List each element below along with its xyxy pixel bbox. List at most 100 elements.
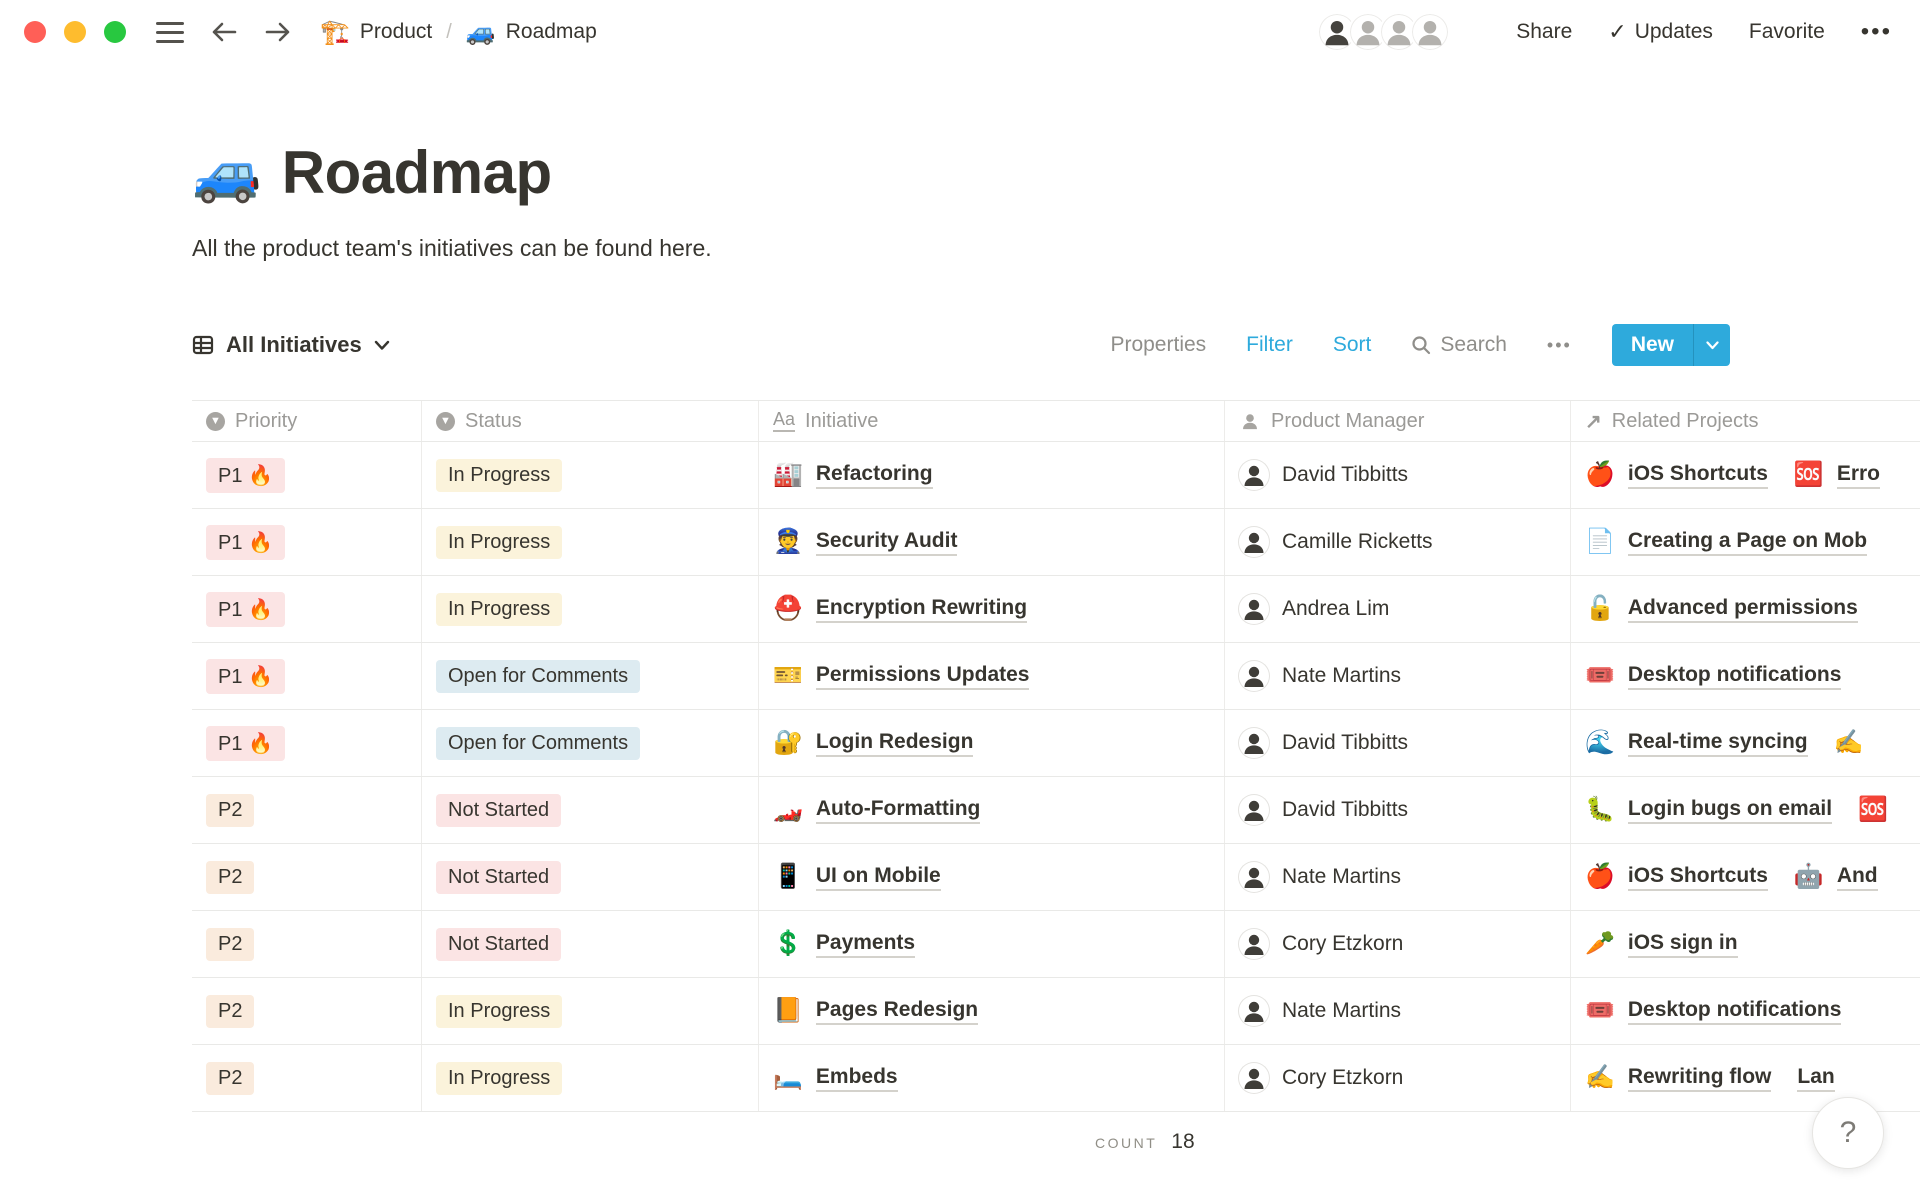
product-manager-cell[interactable]: Andrea Lim xyxy=(1225,576,1571,642)
status-cell[interactable]: Not Started xyxy=(422,911,759,977)
zoom-window-button[interactable] xyxy=(104,21,126,43)
related-project-link[interactable]: 🔓 Advanced permissions xyxy=(1585,596,1858,623)
related-projects-cell[interactable]: ✍️ Rewriting flow Lan xyxy=(1571,1045,1920,1111)
column-header-product-manager[interactable]: Product Manager xyxy=(1225,401,1571,441)
priority-cell[interactable]: P2 xyxy=(192,777,422,843)
initiative-link[interactable]: Embeds xyxy=(815,1065,898,1092)
related-project-link[interactable]: 🌊 Real-time syncing xyxy=(1585,730,1808,757)
priority-cell[interactable]: P2 xyxy=(192,911,422,977)
initiative-cell[interactable]: 📙 Pages Redesign xyxy=(759,978,1225,1044)
view-more-options-icon[interactable]: ••• xyxy=(1546,334,1572,355)
initiative-cell[interactable]: 🎫 Permissions Updates xyxy=(759,643,1225,709)
initiative-link[interactable]: Auto-Formatting xyxy=(815,797,981,824)
forward-arrow-icon[interactable] xyxy=(264,20,292,44)
related-project-link[interactable]: 🆘 xyxy=(1858,798,1901,822)
related-project-link[interactable]: Lan xyxy=(1797,1065,1835,1092)
initiative-cell[interactable]: 📱 UI on Mobile xyxy=(759,844,1225,910)
related-projects-cell[interactable]: 🌊 Real-time syncing ✍️ xyxy=(1571,710,1920,776)
related-project-link[interactable]: 🎟️ Desktop notifications xyxy=(1585,998,1842,1025)
product-manager-cell[interactable]: David Tibbitts xyxy=(1225,442,1571,508)
status-cell[interactable]: In Progress xyxy=(422,442,759,508)
related-projects-cell[interactable]: 🥕 iOS sign in xyxy=(1571,911,1920,977)
help-button[interactable]: ? xyxy=(1812,1097,1884,1169)
related-project-link[interactable]: 🥕 iOS sign in xyxy=(1585,931,1738,958)
priority-cell[interactable]: P2 xyxy=(192,844,422,910)
priority-cell[interactable]: P1 🔥 xyxy=(192,643,422,709)
initiative-link[interactable]: Encryption Rewriting xyxy=(815,596,1028,623)
initiative-link[interactable]: UI on Mobile xyxy=(815,864,941,891)
status-cell[interactable]: Open for Comments xyxy=(422,710,759,776)
avatar[interactable] xyxy=(1410,12,1451,52)
avatar[interactable] xyxy=(1379,12,1420,52)
status-cell[interactable]: In Progress xyxy=(422,509,759,575)
new-dropdown-button[interactable] xyxy=(1693,324,1730,366)
related-project-link[interactable]: 🍎 iOS Shortcuts xyxy=(1585,864,1768,891)
page-icon-car[interactable]: 🚙 xyxy=(192,140,262,204)
priority-cell[interactable]: P2 xyxy=(192,1045,422,1111)
back-arrow-icon[interactable] xyxy=(210,20,238,44)
initiative-link[interactable]: Payments xyxy=(815,931,916,958)
related-projects-cell[interactable]: 🍎 iOS Shortcuts 🤖 And xyxy=(1571,844,1920,910)
initiative-link[interactable]: Permissions Updates xyxy=(815,663,1030,690)
status-cell[interactable]: Open for Comments xyxy=(422,643,759,709)
related-project-link[interactable]: 🐛 Login bugs on email xyxy=(1585,797,1833,824)
status-cell[interactable]: Not Started xyxy=(422,777,759,843)
status-cell[interactable]: Not Started xyxy=(422,844,759,910)
initiative-cell[interactable]: 🏎️ Auto-Formatting xyxy=(759,777,1225,843)
priority-cell[interactable]: P1 🔥 xyxy=(192,576,422,642)
search-button[interactable]: Search xyxy=(1411,333,1507,357)
related-project-link[interactable]: 🤖 And xyxy=(1794,864,1878,891)
related-projects-cell[interactable]: 🔓 Advanced permissions xyxy=(1571,576,1920,642)
table-footer-count[interactable]: COUNT 18 xyxy=(1095,1130,1920,1154)
status-cell[interactable]: In Progress xyxy=(422,1045,759,1111)
updates-button[interactable]: ✓ Updates xyxy=(1608,19,1713,44)
filter-button[interactable]: Filter xyxy=(1246,333,1293,356)
favorite-button[interactable]: Favorite xyxy=(1748,20,1825,43)
related-project-link[interactable]: 🎟️ Desktop notifications xyxy=(1585,663,1842,690)
column-header-initiative[interactable]: Aa Initiative xyxy=(759,401,1225,441)
product-manager-cell[interactable]: David Tibbitts xyxy=(1225,710,1571,776)
sidebar-menu-icon[interactable] xyxy=(156,21,184,43)
product-manager-cell[interactable]: Camille Ricketts xyxy=(1225,509,1571,575)
related-project-link[interactable]: ✍️ Rewriting flow xyxy=(1585,1065,1772,1092)
initiative-cell[interactable]: 👮 Security Audit xyxy=(759,509,1225,575)
priority-cell[interactable]: P2 xyxy=(192,978,422,1044)
priority-cell[interactable]: P1 🔥 xyxy=(192,509,422,575)
related-projects-cell[interactable]: 🎟️ Desktop notifications xyxy=(1571,643,1920,709)
initiative-cell[interactable]: 🔐 Login Redesign xyxy=(759,710,1225,776)
initiative-link[interactable]: Security Audit xyxy=(815,529,958,556)
initiative-link[interactable]: Login Redesign xyxy=(815,730,974,757)
priority-cell[interactable]: P1 🔥 xyxy=(192,710,422,776)
related-project-link[interactable]: 🆘 Erro xyxy=(1794,462,1880,489)
related-project-link[interactable]: 📄 Creating a Page on Mob xyxy=(1585,529,1868,556)
column-header-status[interactable]: ▼ Status xyxy=(422,401,759,441)
share-button[interactable]: Share xyxy=(1516,20,1573,43)
related-projects-cell[interactable]: 🐛 Login bugs on email 🆘 xyxy=(1571,777,1920,843)
initiative-link[interactable]: Pages Redesign xyxy=(815,998,979,1025)
page-title[interactable]: Roadmap xyxy=(281,139,552,206)
product-manager-cell[interactable]: Nate Martins xyxy=(1225,844,1571,910)
initiative-link[interactable]: Refactoring xyxy=(815,462,933,489)
priority-cell[interactable]: P1 🔥 xyxy=(192,442,422,508)
related-projects-cell[interactable]: 🎟️ Desktop notifications xyxy=(1571,978,1920,1044)
new-button[interactable]: New xyxy=(1630,333,1674,356)
status-cell[interactable]: In Progress xyxy=(422,576,759,642)
more-options-icon[interactable]: ••• xyxy=(1860,18,1892,45)
breadcrumb-item-product[interactable]: 🏗️ Product xyxy=(320,18,432,47)
page-description[interactable]: All the product team's initiatives can b… xyxy=(192,235,712,261)
related-projects-cell[interactable]: 📄 Creating a Page on Mob xyxy=(1571,509,1920,575)
sort-button[interactable]: Sort xyxy=(1332,333,1372,356)
status-cell[interactable]: In Progress xyxy=(422,978,759,1044)
initiative-cell[interactable]: 🏭 Refactoring xyxy=(759,442,1225,508)
product-manager-cell[interactable]: David Tibbitts xyxy=(1225,777,1571,843)
product-manager-cell[interactable]: Nate Martins xyxy=(1225,643,1571,709)
minimize-window-button[interactable] xyxy=(64,21,86,43)
product-manager-cell[interactable]: Nate Martins xyxy=(1225,978,1571,1044)
product-manager-cell[interactable]: Cory Etzkorn xyxy=(1225,911,1571,977)
column-header-priority[interactable]: ▼ Priority xyxy=(192,401,422,441)
initiative-cell[interactable]: ⛑️ Encryption Rewriting xyxy=(759,576,1225,642)
product-manager-cell[interactable]: Cory Etzkorn xyxy=(1225,1045,1571,1111)
breadcrumb-item-roadmap[interactable]: 🚙 Roadmap xyxy=(466,18,597,47)
initiative-cell[interactable]: 💲 Payments xyxy=(759,911,1225,977)
view-selector[interactable]: All Initiatives xyxy=(192,332,390,358)
